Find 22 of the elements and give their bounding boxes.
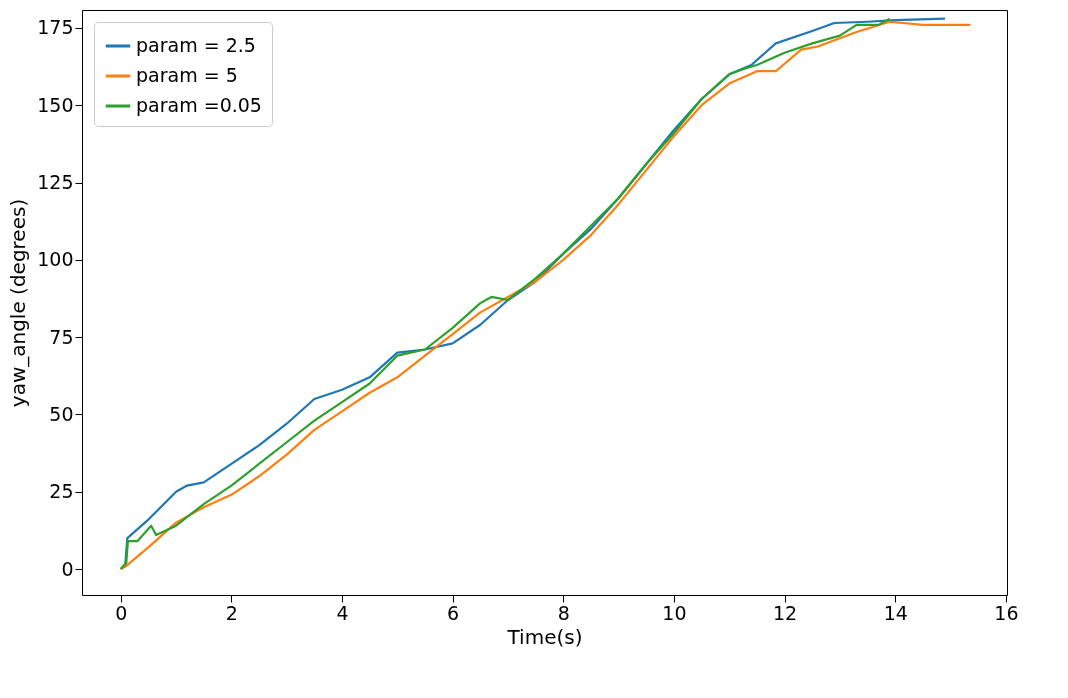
y-tick-label: 150 — [37, 93, 74, 116]
y-tick-label: 25 — [49, 480, 74, 503]
x-tick-label: 10 — [662, 601, 687, 624]
y-tick-label: 50 — [49, 402, 74, 425]
legend-label: param = 5 — [136, 64, 238, 86]
x-tick-label: 0 — [115, 601, 128, 624]
x-tick-label: 14 — [883, 601, 908, 624]
x-tick-label: 4 — [336, 601, 349, 624]
legend-label: param =0.05 — [136, 94, 262, 116]
x-tick-label: 12 — [773, 601, 798, 624]
x-tick-label: 2 — [225, 601, 238, 624]
y-tick-label: 0 — [61, 557, 74, 580]
x-tick-label: 16 — [994, 601, 1019, 624]
y-tick-label: 125 — [37, 171, 74, 194]
x-tick-label: 8 — [557, 601, 570, 624]
legend-label: param = 2.5 — [136, 34, 256, 56]
y-tick-label: 175 — [37, 16, 74, 39]
y-tick-label: 100 — [37, 248, 74, 271]
y-axis-title: yaw_angle (degrees) — [6, 198, 31, 408]
x-tick-label: 6 — [447, 601, 460, 624]
y-tick-label: 75 — [49, 325, 74, 348]
x-axis-title: Time(s) — [506, 624, 583, 649]
